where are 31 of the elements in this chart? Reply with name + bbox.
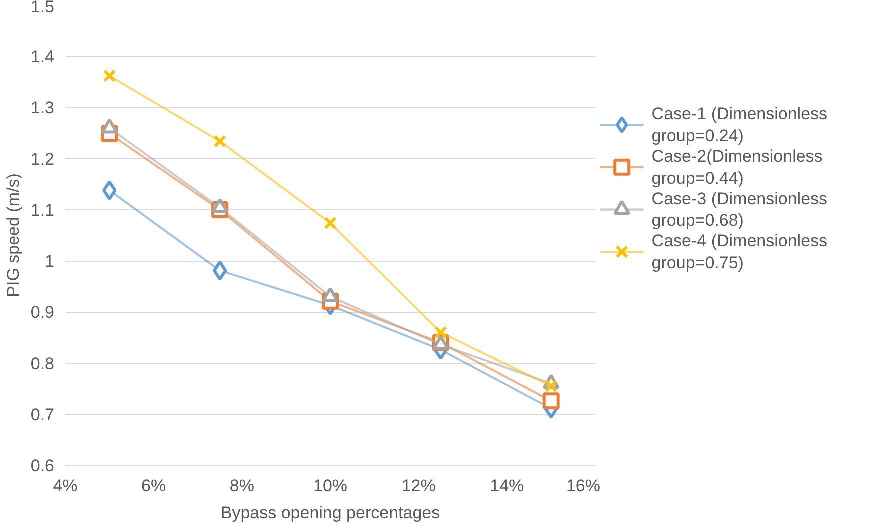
legend-label: Case-3 (Dimensionless group=0.68) [652, 189, 828, 230]
y-tick-label: 0.7 [30, 405, 55, 424]
y-tick-label: 0.6 [30, 456, 55, 476]
point [103, 70, 116, 82]
x-tick-label: 16% [566, 476, 601, 496]
legend-label: Case-2(Dimensionless group=0.44) [652, 146, 823, 188]
x-tick-label: 14% [490, 476, 524, 496]
legend-label: Case-1 (Dimensionless group=0.24) [652, 104, 828, 146]
y-tick-label: 0.9 [30, 303, 55, 322]
x-tick-label: 12% [402, 476, 436, 496]
y-tick-label: 1.4 [30, 48, 55, 67]
point [542, 392, 560, 410]
x-tick-label: 6% [142, 476, 166, 496]
point [102, 180, 117, 201]
legend-label: Case-4 (Dimensionless group=0.75) [652, 232, 828, 272]
point [544, 380, 558, 393]
x-tick-label: 4% [53, 476, 78, 496]
point [212, 260, 228, 281]
y-tick-label: 1 [45, 252, 55, 272]
point [214, 135, 227, 148]
y-tick-label: 1.2 [30, 150, 55, 169]
y-tick-label: 1.3 [30, 98, 55, 118]
point [324, 216, 337, 230]
y-tick-label: 1.1 [30, 200, 55, 220]
x-tick-label: 10% [313, 476, 348, 496]
x-axis-title: Bypass opening percentages [220, 504, 440, 522]
y-tick-label: 1.5 [30, 0, 55, 16]
y-axis-title: PIG speed (m/s) [4, 174, 23, 298]
point [434, 326, 448, 340]
y-tick-label: 0.8 [30, 354, 55, 374]
x-tick-label: 8% [230, 476, 254, 496]
